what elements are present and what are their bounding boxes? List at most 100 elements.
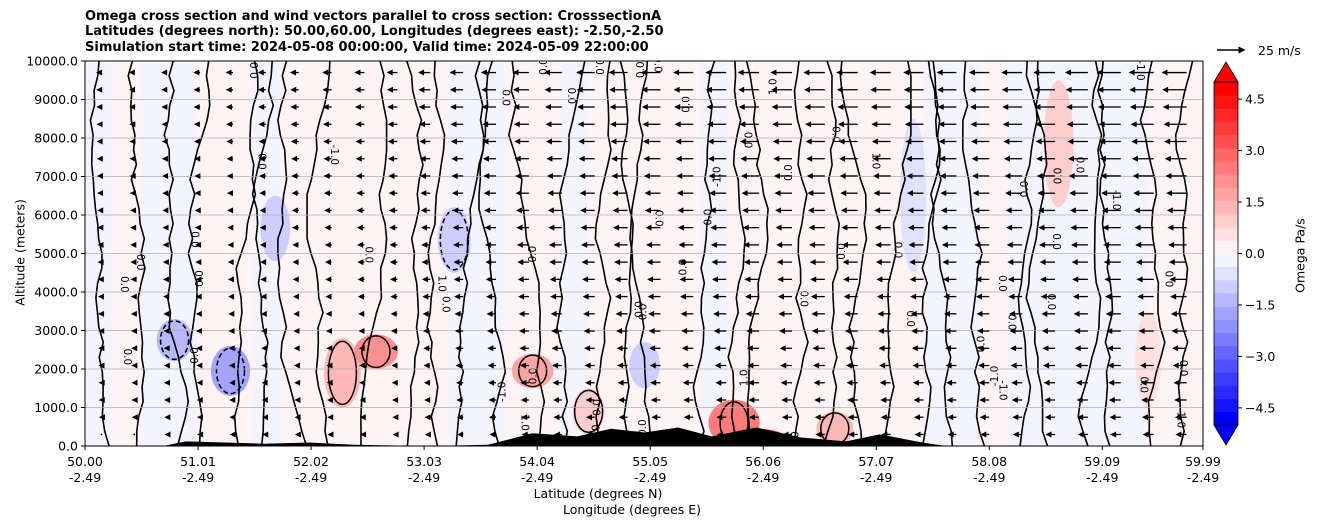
x-axis-ticks: 50.00-2.4951.01-2.4952.02-2.4953.03-2.49… [67, 446, 1221, 485]
wind-vector-head [781, 414, 788, 421]
colorbar-segment [1214, 359, 1238, 373]
contour-label: 0.0 [118, 276, 130, 293]
wind-vector-head [1107, 362, 1114, 369]
wind-vector-head [161, 69, 168, 76]
wind-vector-head [96, 155, 103, 162]
wind-vector-head [645, 207, 652, 214]
wind-vector-head [938, 121, 945, 128]
wind-vector-head [912, 362, 919, 369]
wind-vector-head [1142, 431, 1149, 438]
wind-vector-head [709, 190, 716, 197]
wind-vector-head [613, 241, 620, 248]
wind-vector-head [420, 190, 427, 197]
wind-vector-head [813, 362, 820, 369]
chart-title-line-3: Simulation start time: 2024-05-08 00:00:… [85, 40, 649, 55]
wind-vector-head [1064, 69, 1071, 76]
wind-vector-head [906, 190, 913, 197]
wind-vector-head [1166, 190, 1173, 197]
wind-vector-head [741, 172, 748, 179]
wind-vector-head [713, 310, 720, 317]
wind-vector-head [358, 362, 365, 369]
omega-cell [353, 334, 398, 369]
wind-vector-head [815, 431, 822, 438]
wind-vector-head [1069, 190, 1076, 197]
wind-vector-head [839, 172, 846, 179]
wind-vector-head [975, 293, 982, 300]
wind-vector-head [909, 276, 916, 283]
contour-label: 0.0 [134, 254, 146, 271]
x-tick-label-lat: 59.99 [1185, 454, 1221, 469]
wind-vector-head [544, 69, 551, 76]
wind-vector-head [1139, 345, 1146, 352]
wind-vector-head [324, 207, 331, 214]
wind-vector-head [974, 241, 981, 248]
wind-vector-head [259, 190, 266, 197]
contour-label: 0.0 [1045, 294, 1057, 311]
wind-vector-head [130, 207, 137, 214]
wind-vector-head [162, 172, 169, 179]
wind-vector-head [98, 362, 105, 369]
wind-vector-head [294, 431, 301, 438]
wind-vector-head [195, 293, 202, 300]
wind-vector-head [812, 345, 819, 352]
wind-vector-head [422, 310, 429, 317]
wind-vector-head [1038, 224, 1045, 231]
wind-vector-head [813, 379, 820, 386]
wind-vector-head [97, 224, 104, 231]
wind-vector-head [194, 224, 201, 231]
x-tick-label-lat: 54.04 [519, 454, 555, 469]
wind-vector-head [194, 172, 201, 179]
colorbar-segment [1214, 266, 1238, 281]
wind-vector-head [96, 138, 103, 145]
wind-vector-head [194, 138, 201, 145]
x-tick-label-lon: -2.49 [973, 470, 1005, 485]
wind-vector-head [293, 293, 300, 300]
wind-vector-head [1007, 276, 1014, 283]
wind-vector-head [326, 345, 333, 352]
wind-vector-head [389, 224, 396, 231]
wind-vectors [96, 69, 1187, 438]
wind-vector-head [1072, 293, 1079, 300]
wind-vector-head [130, 276, 137, 283]
wind-vector-head [745, 310, 752, 317]
wind-vector-head [322, 69, 329, 76]
wind-vector-head [1011, 396, 1018, 403]
wind-vector-head [810, 293, 817, 300]
wind-vector-head [871, 138, 878, 145]
wind-vector-head [617, 379, 624, 386]
wind-vector-head [354, 86, 361, 93]
wind-vector-head [903, 69, 910, 76]
x-tick-label-lon: -2.49 [182, 470, 214, 485]
wind-vector-head [1075, 362, 1082, 369]
wind-vector-head [483, 172, 490, 179]
wind-vector-head [1173, 379, 1180, 386]
wind-vector-head [359, 396, 366, 403]
colorbar-label: Omega Pa/s [1292, 218, 1308, 293]
wind-vector-dot [133, 433, 136, 436]
wind-vector-head [937, 86, 944, 93]
wind-vector-head [453, 276, 460, 283]
wind-vector-head [521, 414, 528, 421]
wind-vector-head [1005, 207, 1012, 214]
wind-vector-head [913, 396, 920, 403]
wind-vector-head [292, 276, 299, 283]
wind-vector-head [1164, 155, 1171, 162]
wind-vector-head [324, 241, 331, 248]
wind-vector-head [162, 241, 169, 248]
wind-vector-head [905, 155, 912, 162]
wind-vector-head [482, 155, 489, 162]
wind-vector-head [646, 259, 653, 266]
wind-vector-head [939, 172, 946, 179]
wind-vector-head [581, 241, 588, 248]
colorbar: −4.5 −3.0 −1.5 0.0 1.5 3.0 4.5 [1213, 61, 1275, 446]
wind-vector-head [842, 259, 849, 266]
wind-vector-head [195, 276, 202, 283]
wind-vector-head [944, 328, 951, 335]
wind-vector-head [229, 414, 236, 421]
colorbar-segment [1214, 82, 1238, 96]
wind-vector-head [485, 259, 492, 266]
wind-vector-head [969, 86, 976, 93]
contour-cell [159, 320, 190, 361]
wind-vector-head [646, 241, 653, 248]
